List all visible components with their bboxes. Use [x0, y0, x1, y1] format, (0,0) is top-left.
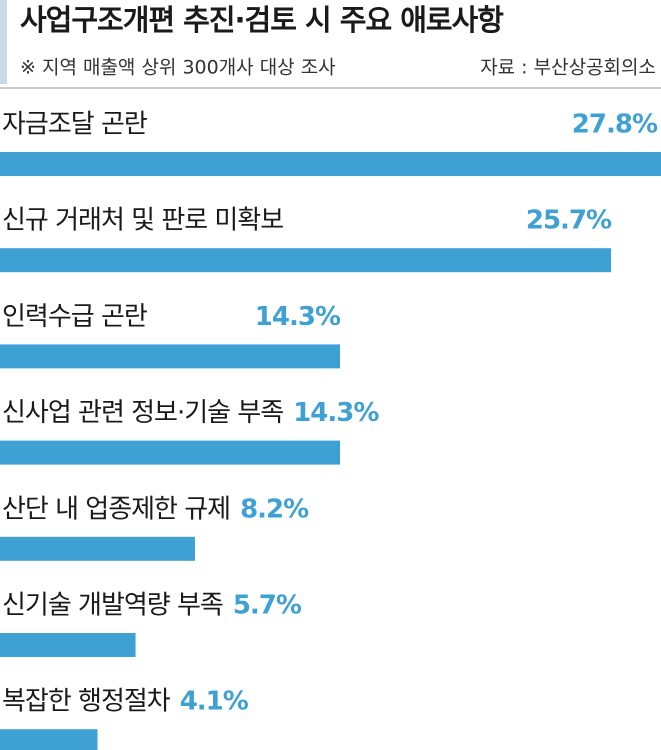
note: ※ 지역 매출액 상위 300개사 대상 조사: [20, 57, 336, 79]
value-label: 4.1%: [180, 687, 249, 717]
bar: [0, 152, 661, 176]
category-label: 산단 내 업종제한 규제: [2, 494, 230, 524]
chart-title: 사업구조개편 추진·검토 시 주요 애로사항: [20, 3, 504, 37]
category-label: 신사업 관련 정보·기술 부족: [2, 398, 283, 428]
category-label: 인력수급 곤란: [2, 302, 148, 332]
title-marker: [0, 0, 7, 84]
source: 자료 : 부산상공회의소: [480, 57, 656, 79]
value-label: 25.7%: [526, 206, 612, 236]
value-label: 8.2%: [240, 494, 309, 524]
category-label: 복잡한 행정절차: [2, 687, 171, 717]
bar: [0, 248, 612, 273]
bar: [0, 344, 341, 369]
value-label: 27.8%: [572, 110, 658, 140]
value-label: 5.7%: [233, 591, 302, 621]
bar: [0, 536, 195, 561]
category-label: 신기술 개발역량 부족: [2, 591, 223, 621]
category-label: 신규 거래처 및 판로 미확보: [2, 206, 283, 236]
value-label: 14.3%: [293, 398, 379, 428]
bar: [0, 440, 341, 465]
value-label: 14.3%: [255, 302, 341, 332]
bar: [0, 633, 136, 657]
bar: [0, 729, 98, 750]
category-label: 자금조달 곤란: [2, 110, 148, 140]
